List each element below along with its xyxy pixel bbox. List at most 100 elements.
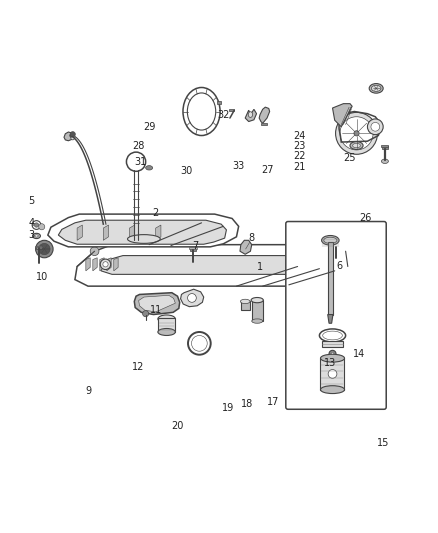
Polygon shape	[180, 289, 204, 306]
Circle shape	[328, 369, 337, 378]
Circle shape	[336, 112, 378, 154]
Polygon shape	[107, 258, 111, 271]
Circle shape	[331, 352, 334, 355]
Text: 33: 33	[233, 161, 245, 171]
Polygon shape	[155, 225, 161, 240]
Ellipse shape	[251, 297, 263, 303]
FancyBboxPatch shape	[286, 222, 386, 409]
Ellipse shape	[369, 84, 383, 93]
Circle shape	[34, 223, 39, 227]
Circle shape	[329, 350, 336, 357]
Ellipse shape	[127, 235, 160, 244]
Polygon shape	[259, 107, 270, 123]
Circle shape	[312, 261, 318, 265]
Circle shape	[70, 134, 73, 138]
Circle shape	[328, 240, 337, 249]
Text: 30: 30	[180, 166, 192, 176]
Bar	[333, 245, 339, 248]
Polygon shape	[48, 214, 239, 247]
Text: 11: 11	[149, 305, 162, 315]
Bar	[35, 246, 43, 247]
Polygon shape	[86, 258, 90, 271]
Bar	[190, 248, 196, 251]
Polygon shape	[101, 256, 313, 274]
Polygon shape	[58, 220, 226, 244]
Circle shape	[39, 224, 45, 230]
Polygon shape	[103, 225, 109, 240]
Bar	[229, 109, 234, 111]
Text: 27: 27	[261, 165, 273, 175]
Ellipse shape	[321, 236, 339, 245]
Polygon shape	[75, 245, 348, 286]
Polygon shape	[100, 258, 104, 271]
Ellipse shape	[321, 386, 345, 393]
Text: 8: 8	[249, 233, 255, 243]
Ellipse shape	[146, 166, 152, 170]
Text: 9: 9	[85, 386, 91, 396]
Ellipse shape	[350, 142, 363, 149]
Text: 26: 26	[359, 214, 371, 223]
Polygon shape	[77, 225, 82, 240]
Polygon shape	[130, 225, 135, 240]
Text: 10: 10	[36, 272, 48, 282]
Ellipse shape	[158, 328, 175, 335]
Text: 19: 19	[222, 403, 234, 414]
Ellipse shape	[323, 331, 343, 340]
Ellipse shape	[71, 134, 75, 140]
Text: 17: 17	[267, 397, 280, 407]
Text: 22: 22	[293, 151, 306, 161]
Polygon shape	[328, 314, 333, 323]
Ellipse shape	[248, 112, 253, 117]
Text: 7: 7	[192, 240, 198, 251]
Bar	[381, 145, 389, 147]
Circle shape	[90, 247, 99, 256]
Circle shape	[39, 244, 50, 255]
Circle shape	[310, 258, 320, 268]
Bar	[320, 358, 344, 390]
Ellipse shape	[35, 235, 38, 237]
Polygon shape	[240, 240, 252, 254]
Circle shape	[70, 132, 75, 137]
Ellipse shape	[32, 233, 40, 239]
Bar	[189, 247, 197, 249]
Bar	[252, 300, 263, 321]
Polygon shape	[93, 258, 97, 271]
Ellipse shape	[371, 85, 381, 92]
Circle shape	[187, 294, 196, 302]
Circle shape	[367, 119, 383, 135]
Circle shape	[340, 117, 373, 150]
Polygon shape	[139, 295, 175, 312]
Text: 29: 29	[143, 122, 155, 132]
Bar	[217, 101, 221, 104]
Circle shape	[354, 131, 359, 136]
Text: 23: 23	[293, 141, 306, 151]
Text: 31: 31	[134, 157, 147, 167]
Polygon shape	[114, 258, 118, 271]
Text: 15: 15	[377, 438, 389, 448]
Text: 24: 24	[293, 131, 306, 141]
Circle shape	[100, 259, 111, 270]
Text: 25: 25	[344, 153, 356, 163]
Bar	[328, 243, 333, 314]
Circle shape	[35, 240, 53, 258]
Text: 14: 14	[353, 349, 365, 359]
Text: 5: 5	[28, 196, 34, 206]
Bar	[158, 318, 175, 332]
Ellipse shape	[158, 315, 175, 323]
Ellipse shape	[381, 159, 389, 164]
Text: 13: 13	[324, 358, 336, 368]
Ellipse shape	[353, 143, 360, 148]
Text: 28: 28	[132, 141, 145, 151]
Polygon shape	[245, 109, 257, 122]
Circle shape	[103, 262, 108, 267]
Ellipse shape	[324, 237, 337, 244]
Text: 21: 21	[293, 162, 306, 172]
Circle shape	[143, 311, 149, 317]
Text: 2: 2	[152, 208, 159, 218]
Ellipse shape	[240, 299, 250, 304]
Text: 6: 6	[336, 261, 342, 271]
Text: 4: 4	[28, 218, 34, 228]
Bar	[241, 302, 250, 310]
Text: 32: 32	[217, 110, 230, 119]
Text: 12: 12	[132, 362, 145, 372]
